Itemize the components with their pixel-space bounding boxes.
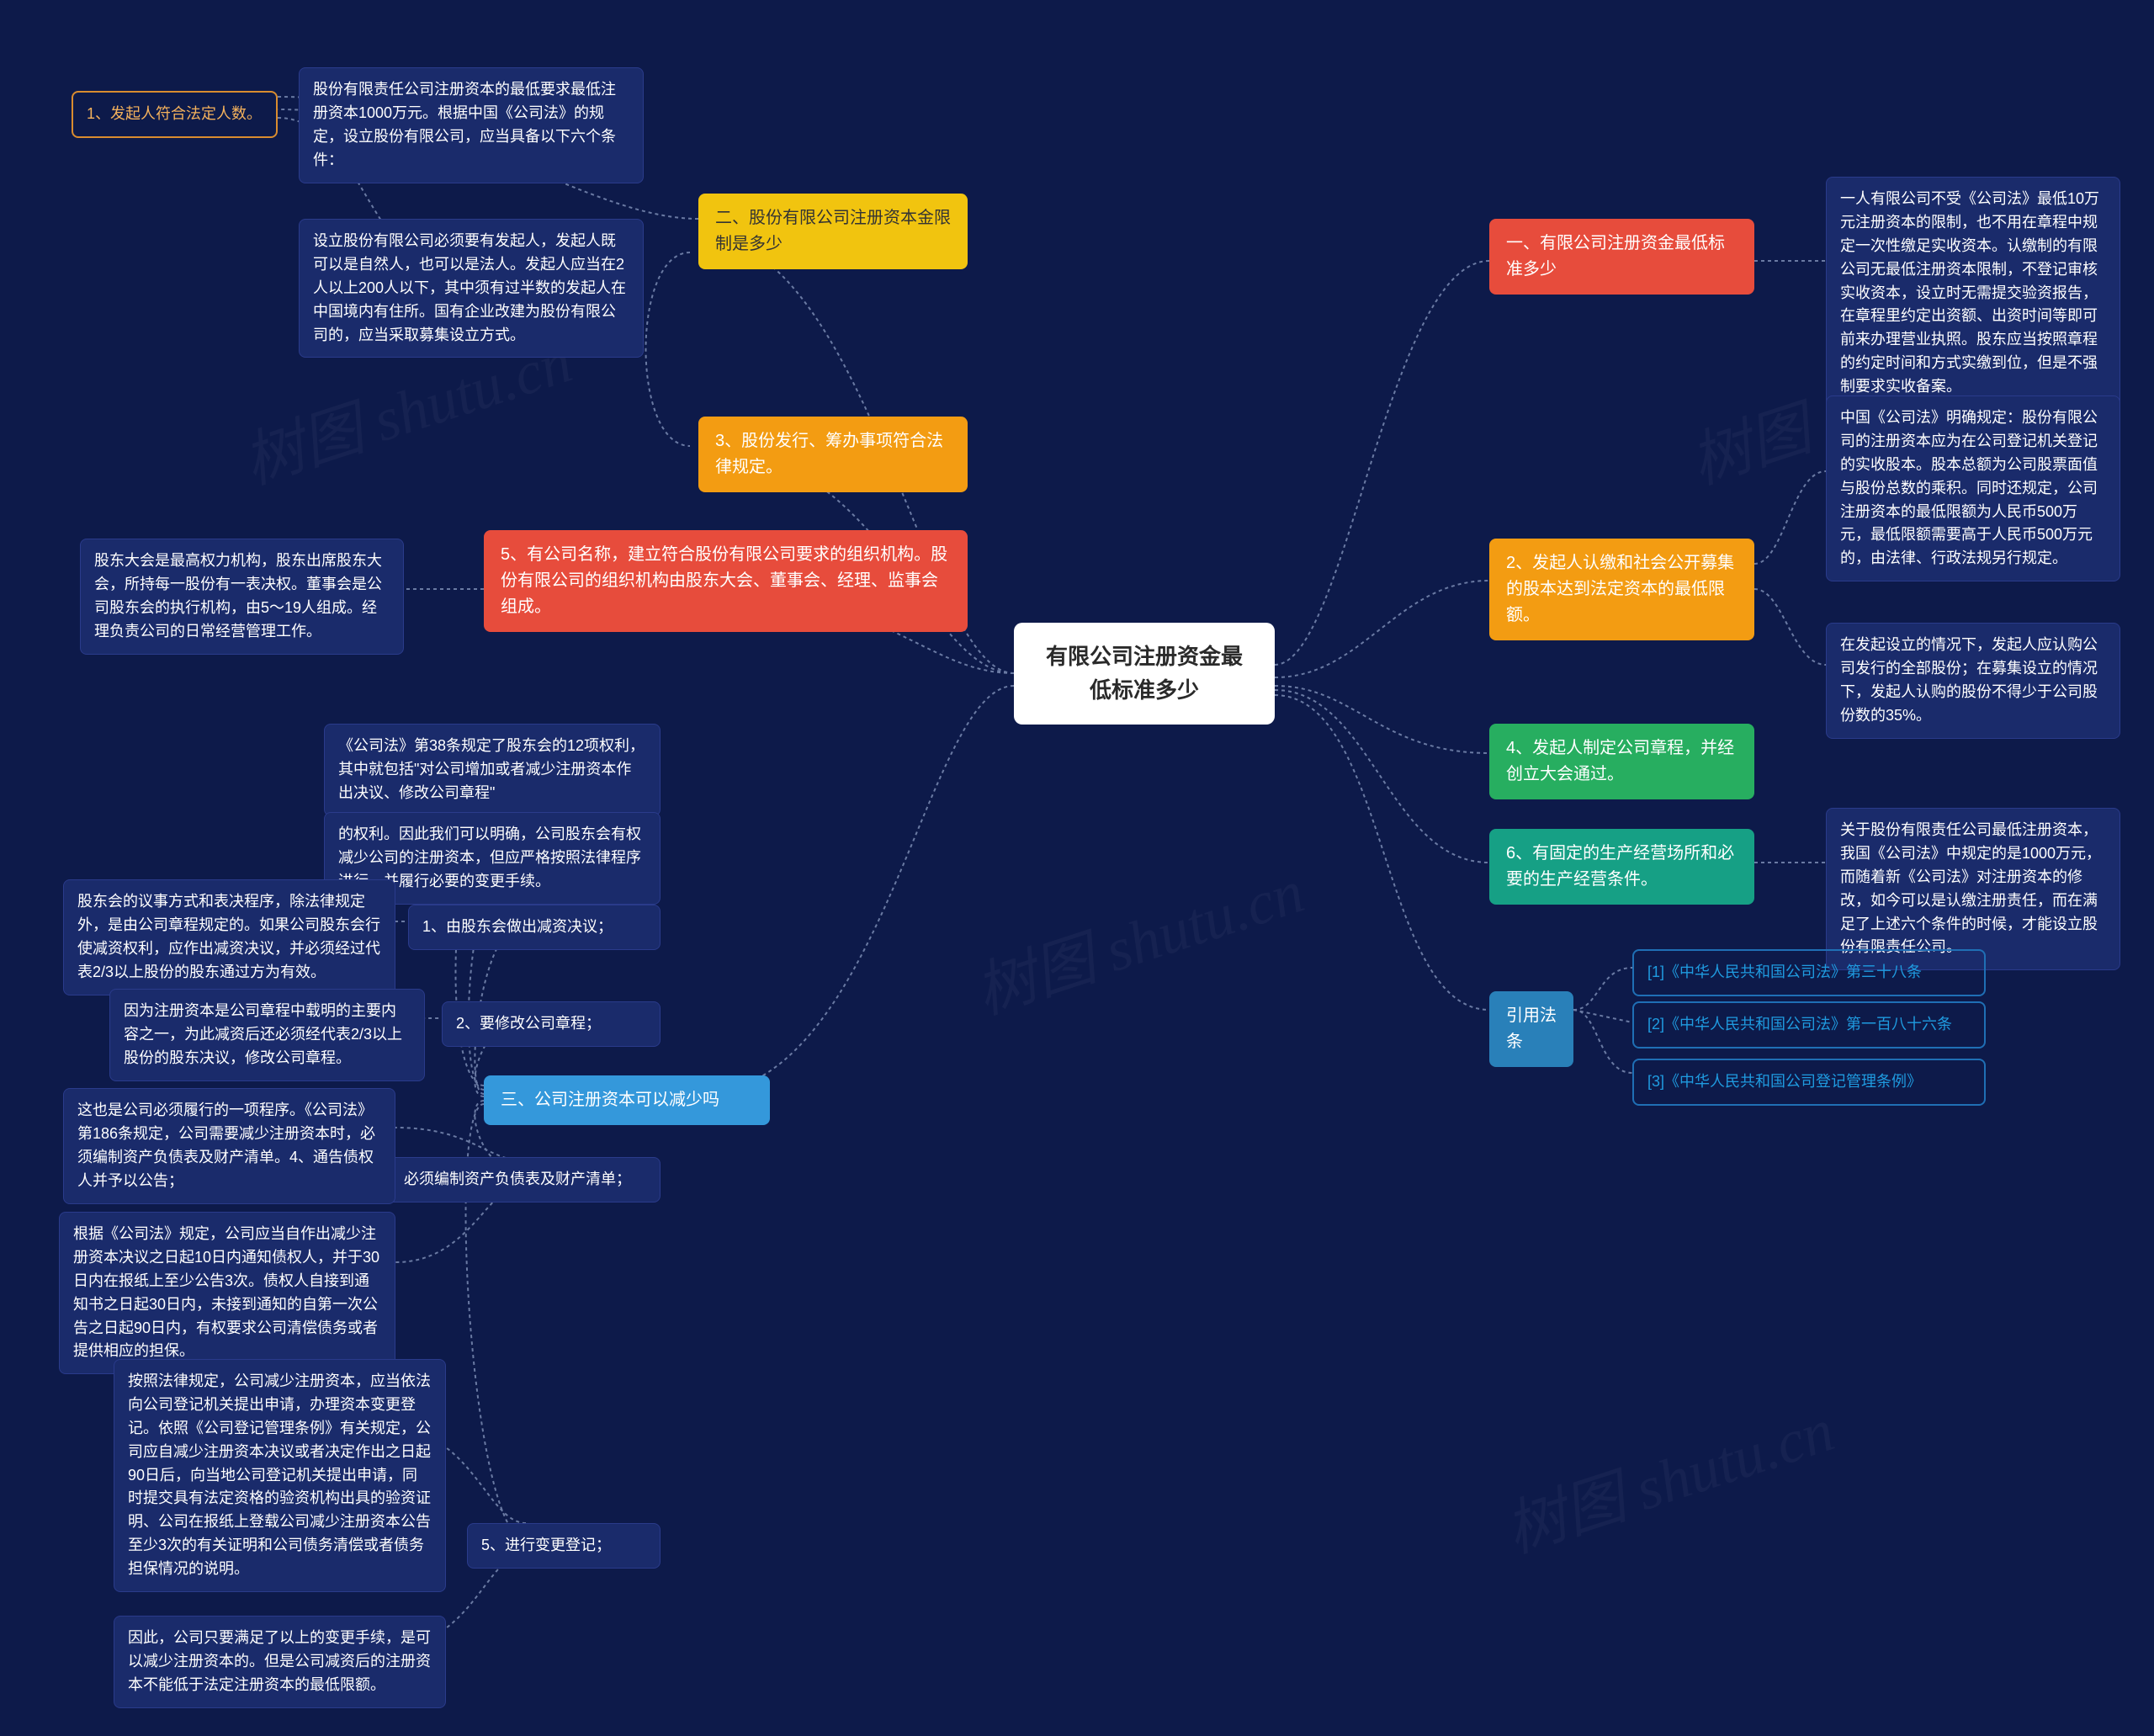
left-sec2-sub5-title[interactable]: 5、有公司名称，建立符合股份有限公司要求的组织机构。股份有限公司的组织机构由股东… <box>484 530 968 632</box>
left-sec2-title[interactable]: 二、股份有限公司注册资本金限制是多少 <box>698 194 968 269</box>
left-sec2-sub1-detail-b: 设立股份有限公司必须要有发起人，发起人既可以是自然人，也可以是法人。发起人应当在… <box>299 219 644 358</box>
ref-3[interactable]: [3]《中华人民共和国公司登记管理条例》 <box>1632 1059 1986 1106</box>
right-4-title[interactable]: 4、发起人制定公司章程，并经创立大会通过。 <box>1489 724 1754 799</box>
left-sec3-step1-detail: 股东会的议事方式和表决程序，除法律规定外，是由公司章程规定的。如果公司股东会行使… <box>63 879 395 995</box>
left-sec2-sub1-title[interactable]: 1、发起人符合法定人数。 <box>72 91 278 138</box>
watermark: 树图 shutu.cn <box>963 841 1313 1031</box>
left-sec3-step5-detail-b: 因此，公司只要满足了以上的变更手续，是可以减少注册资本的。但是公司减资后的注册资… <box>114 1616 446 1708</box>
left-sec3-title[interactable]: 三、公司注册资本可以减少吗 <box>484 1075 770 1125</box>
watermark: 树图 shutu.cn <box>1493 1380 1844 1569</box>
left-sec2-sub1-detail-a: 股份有限责任公司注册资本的最低要求最低注册资本1000万元。根据中国《公司法》的… <box>299 67 644 183</box>
right-1-detail: 一人有限公司不受《公司法》最低10万元注册资本的限制，也不用在章程中规定一次性缴… <box>1826 177 2120 410</box>
center-topic[interactable]: 有限公司注册资金最低标准多少 <box>1014 623 1275 725</box>
ref-2[interactable]: [2]《中华人民共和国公司法》第一百八十六条 <box>1632 1001 1986 1049</box>
left-sec3-step5-title[interactable]: 5、进行变更登记； <box>467 1523 661 1569</box>
left-sec3-step2-detail: 因为注册资本是公司章程中载明的主要内容之一，为此减资后还必须经代表2/3以上股份… <box>109 989 425 1081</box>
right-2-detail-b: 在发起设立的情况下，发起人应认购公司发行的全部股份；在募集设立的情况下，发起人认… <box>1826 623 2120 739</box>
left-sec3-step3-detail-b: 根据《公司法》规定，公司应当自作出减少注册资本决议之日起10日内通知债权人，并于… <box>59 1212 395 1374</box>
left-sec2-sub5-detail: 股东大会是最高权力机构，股东出席股东大会，所持每一股份有一表决权。董事会是公司股… <box>80 539 404 655</box>
right-2-title[interactable]: 2、发起人认缴和社会公开募集的股本达到法定资本的最低限额。 <box>1489 539 1754 640</box>
left-sec3-step3-detail-a: 这也是公司必须履行的一项程序。《公司法》第186条规定，公司需要减少注册资本时，… <box>63 1088 395 1204</box>
left-sec2-sub3-title[interactable]: 3、股份发行、筹办事项符合法律规定。 <box>698 417 968 492</box>
left-sec3-step1-title[interactable]: 1、由股东会做出减资决议； <box>408 905 661 950</box>
mindmap-canvas: 树图 shutu.cn 树图 shutu.cn 树图 shutu.cn 树图 s… <box>0 0 2154 1736</box>
left-sec3-intro-a: 《公司法》第38条规定了股东会的12项权利，其中就包括"对公司增加或者减少注册资… <box>324 724 661 816</box>
right-2-detail-a: 中国《公司法》明确规定：股份有限公司的注册资本应为在公司登记机关登记的实收股本。… <box>1826 396 2120 581</box>
left-sec3-step3-title[interactable]: 3、必须编制资产负债表及财产清单； <box>366 1157 661 1202</box>
refs-title[interactable]: 引用法条 <box>1489 991 1573 1067</box>
right-1-title[interactable]: 一、有限公司注册资金最低标准多少 <box>1489 219 1754 295</box>
left-sec3-step2-title[interactable]: 2、要修改公司章程； <box>442 1001 661 1047</box>
right-6-detail: 关于股份有限责任公司最低注册资本，我国《公司法》中规定的是1000万元，而随着新… <box>1826 808 2120 970</box>
right-6-title[interactable]: 6、有固定的生产经营场所和必要的生产经营条件。 <box>1489 829 1754 905</box>
left-sec3-step5-detail-a: 按照法律规定，公司减少注册资本，应当依法向公司登记机关提出申请，办理资本变更登记… <box>114 1359 446 1592</box>
ref-1[interactable]: [1]《中华人民共和国公司法》第三十八条 <box>1632 949 1986 996</box>
